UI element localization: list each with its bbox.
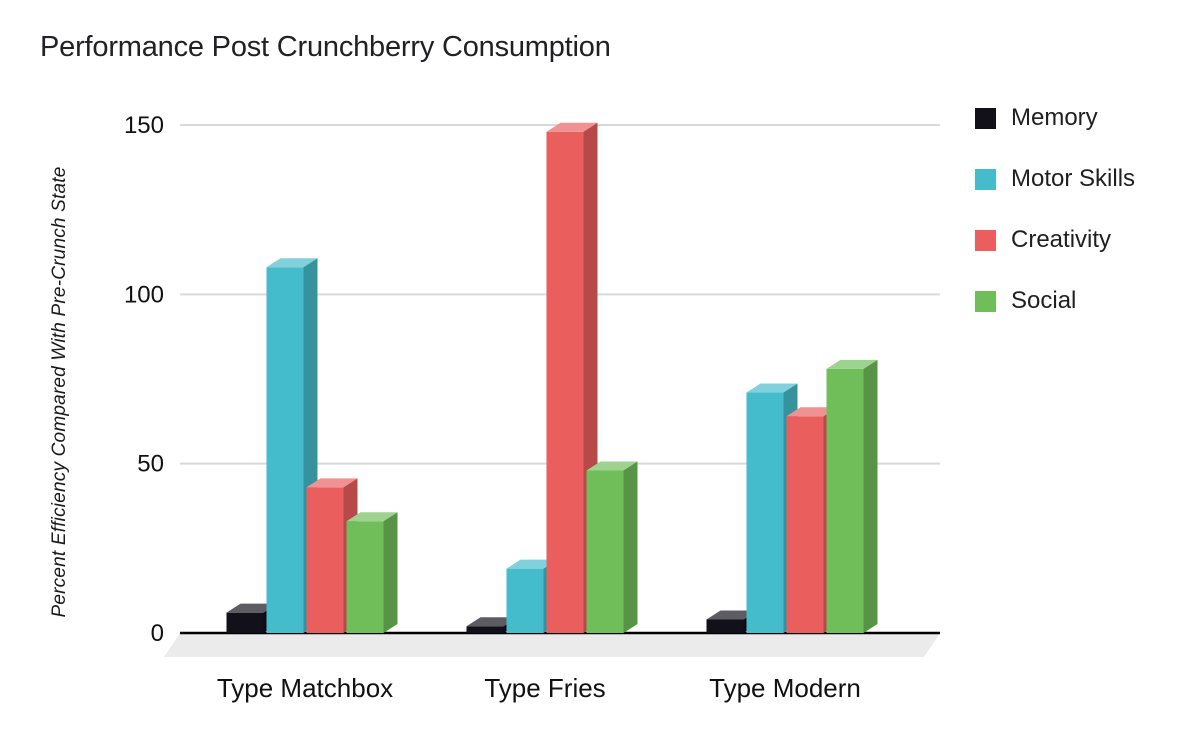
y-tick-label-150: 150 bbox=[124, 112, 164, 139]
bar-creativity-0-top bbox=[306, 478, 358, 488]
legend-label: Social bbox=[1011, 287, 1077, 314]
chart-title: Performance Post Crunchberry Consumption bbox=[40, 31, 611, 63]
bar-creativity-1-top bbox=[546, 122, 598, 132]
legend-swatch-icon bbox=[975, 107, 996, 129]
legend-item-social: Social bbox=[975, 287, 1135, 315]
bar-memory-0-front bbox=[226, 612, 264, 633]
bar-social-2-side bbox=[863, 359, 878, 633]
bar-creativity-2-top bbox=[786, 407, 838, 417]
bar-social-1-top bbox=[586, 461, 638, 471]
bar-social-1-side bbox=[623, 461, 638, 633]
bar-memory-0-top bbox=[226, 603, 278, 613]
bar-memory-2-top bbox=[706, 610, 758, 620]
bar-creativity-2-front bbox=[786, 416, 824, 633]
chart-floor bbox=[164, 633, 940, 657]
legend-item-creativity: Creativity bbox=[975, 226, 1135, 254]
bar-social-2-top bbox=[826, 359, 878, 369]
x-category-label-1: Type Fries bbox=[484, 673, 605, 703]
bar-memory-1-top bbox=[466, 617, 518, 627]
bar-motor-skills-2-front bbox=[746, 392, 784, 633]
bar-memory-2-front bbox=[706, 619, 744, 633]
bar-social-1-front bbox=[586, 470, 624, 633]
y-tick-label-50: 50 bbox=[137, 451, 164, 478]
legend-label: Creativity bbox=[1011, 226, 1112, 253]
bar-creativity-1-front bbox=[546, 131, 584, 634]
bar-social-2-front bbox=[826, 368, 864, 633]
legend-item-memory: Memory bbox=[975, 104, 1135, 132]
legend: Memory Motor Skills Creativity Social bbox=[975, 104, 1135, 315]
legend-swatch-icon bbox=[975, 168, 996, 190]
bar-motor-skills-1-top bbox=[506, 559, 558, 569]
bar-motor-skills-0-front bbox=[266, 267, 304, 633]
bar-social-0-front bbox=[346, 521, 384, 633]
x-category-label-0: Type Matchbox bbox=[217, 673, 393, 703]
legend-label: Memory bbox=[1011, 104, 1098, 131]
bar-motor-skills-2-top bbox=[746, 383, 798, 393]
bar-motor-skills-1-front bbox=[506, 568, 544, 633]
bar-social-0-top bbox=[346, 512, 398, 522]
bar-motor-skills-0-top bbox=[266, 258, 318, 268]
bar-memory-1-front bbox=[466, 626, 504, 633]
legend-item-motor-skills: Motor Skills bbox=[975, 165, 1135, 193]
legend-swatch-icon bbox=[975, 290, 996, 312]
bar-social-0-side bbox=[383, 512, 398, 633]
legend-label: Motor Skills bbox=[1011, 165, 1136, 192]
legend-swatch-icon bbox=[975, 229, 996, 251]
bar-creativity-0-front bbox=[306, 487, 344, 633]
y-tick-label-100: 100 bbox=[124, 281, 164, 308]
y-tick-label-0: 0 bbox=[151, 620, 164, 647]
x-category-label-2: Type Modern bbox=[709, 673, 861, 703]
